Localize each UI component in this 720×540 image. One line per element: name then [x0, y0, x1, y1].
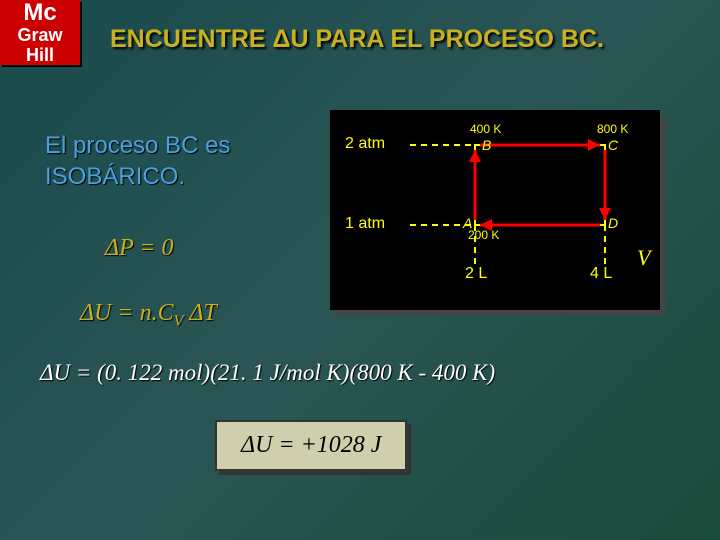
v-axis-label: V	[637, 245, 650, 271]
y-axis-1atm: 1 atm	[345, 215, 385, 233]
result-box: ΔU = +1028 J	[215, 420, 407, 471]
logo-line3: Hill	[26, 46, 54, 66]
temp-800: 800 K	[597, 122, 628, 136]
subtitle-line1: El proceso BC es	[45, 132, 230, 159]
logo-line1: Mc	[23, 0, 56, 26]
point-a: A	[463, 215, 472, 231]
temp-200: 200 K	[468, 228, 499, 242]
pv-diagram: 2 atm 1 atm 400 K 800 K 200 K B C A D 2 …	[330, 110, 660, 310]
point-c: C	[608, 137, 618, 153]
calculation: ΔU = (0. 122 mol)(21. 1 J/mol K)(800 K -…	[40, 360, 495, 386]
x-axis-2l: 2 L	[465, 265, 487, 283]
subtitle: El proceso BC es ISOBÁRICO.	[45, 130, 230, 192]
logo-line2: Graw	[17, 26, 62, 46]
logo: Mc Graw Hill	[0, 0, 80, 65]
slide-title: ENCUENTRE ΔU PARA EL PROCESO BC.	[110, 25, 700, 54]
equation-du: ΔU = n.CV ΔT	[80, 300, 217, 331]
x-axis-4l: 4 L	[590, 265, 612, 283]
equation-dp: ΔP = 0	[105, 235, 174, 262]
result-text: ΔU = +1028 J	[241, 432, 381, 458]
subtitle-line2: ISOBÁRICO.	[45, 163, 185, 190]
temp-400: 400 K	[470, 122, 501, 136]
y-axis-2atm: 2 atm	[345, 135, 385, 153]
point-d: D	[608, 215, 618, 231]
point-b: B	[482, 137, 491, 153]
